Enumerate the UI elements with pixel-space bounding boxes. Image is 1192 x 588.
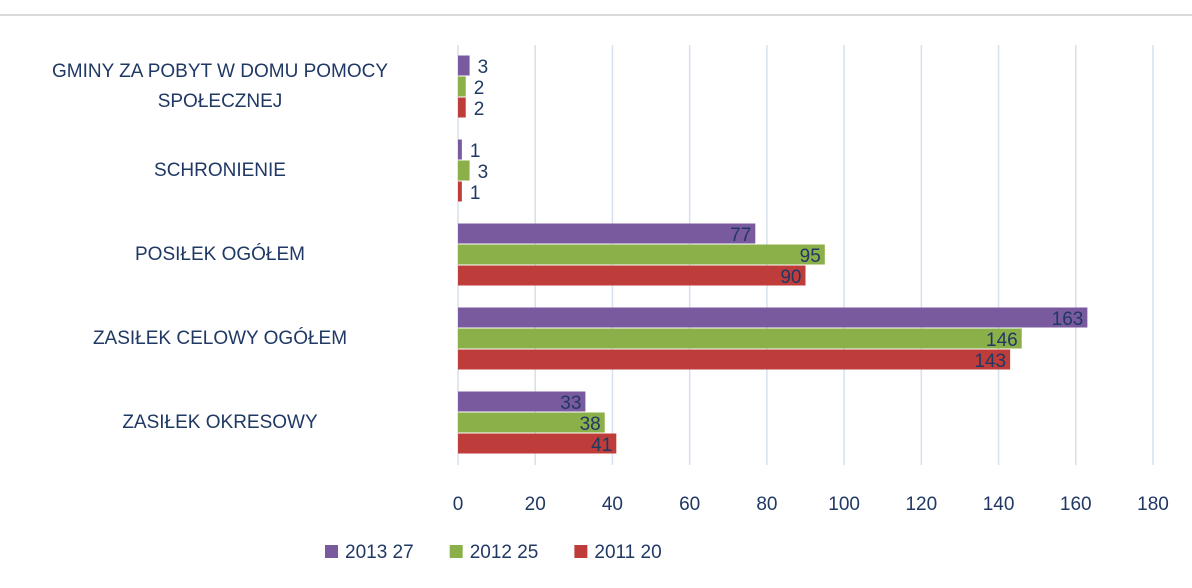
x-tick-label: 140 (983, 494, 1015, 515)
legend-label: 2012 25 (470, 542, 539, 563)
x-tick-label: 60 (679, 494, 700, 515)
legend-swatch (449, 545, 463, 558)
value-label: 3 (478, 162, 489, 183)
x-tick-label: 0 (453, 494, 464, 515)
category-label: SCHRONIENIE (154, 160, 286, 181)
bar (458, 223, 756, 244)
category-label: POSIŁEK OGÓŁEM (135, 244, 305, 265)
x-tick-label: 180 (1137, 494, 1169, 515)
bar (458, 433, 617, 454)
bar (458, 307, 1088, 328)
value-label: 77 (730, 225, 751, 246)
bar (458, 391, 586, 412)
bar (458, 160, 470, 181)
x-tick-label: 120 (905, 494, 937, 515)
x-tick-label: 80 (756, 494, 777, 515)
x-tick-label: 40 (602, 494, 623, 515)
bar (458, 244, 825, 265)
legend-swatch (574, 545, 588, 558)
category-label: GMINY ZA POBYT W DOMU POMOCY SPOŁECZNEJ (51, 61, 389, 112)
legend-label: 2011 20 (594, 542, 661, 563)
legend-swatch (325, 545, 338, 558)
value-label: 2 (474, 78, 485, 99)
value-label: 3 (478, 57, 489, 78)
x-tick-label: 20 (525, 494, 546, 515)
value-label: 2 (474, 99, 485, 120)
bar (458, 181, 462, 202)
value-label: 143 (974, 351, 1006, 372)
x-tick-label: 160 (1060, 494, 1092, 515)
bar (458, 139, 462, 160)
value-label: 41 (591, 435, 612, 456)
category-label: ZASIŁEK OKRESOWY (122, 412, 318, 433)
value-label: 1 (470, 183, 481, 204)
bar (458, 412, 605, 433)
bar (458, 55, 470, 76)
legend-label: 2013 27 (345, 542, 414, 563)
bar (458, 349, 1011, 370)
bar (458, 328, 1022, 349)
bar (458, 265, 806, 286)
category-label: ZASIŁEK CELOWY OGÓŁEM (92, 328, 348, 349)
bar (458, 97, 466, 118)
value-label: 90 (780, 267, 801, 288)
bar (458, 76, 466, 97)
value-label: 95 (800, 246, 821, 267)
value-label: 33 (560, 393, 581, 414)
value-label: 146 (986, 330, 1018, 351)
value-label: 38 (580, 414, 601, 435)
value-label: 1 (470, 141, 481, 162)
value-label: 163 (1052, 309, 1084, 330)
x-tick-label: 100 (828, 494, 860, 515)
